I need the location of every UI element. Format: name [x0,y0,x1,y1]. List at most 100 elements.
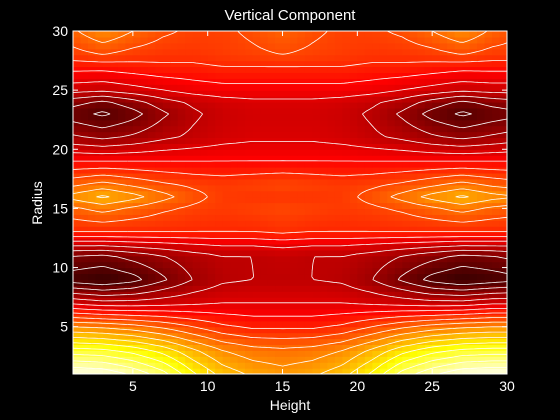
heatmap-cell [282,297,291,304]
heatmap-cell [87,344,97,351]
heatmap-cell [222,143,231,150]
heatmap-cell [207,297,216,304]
contour-line [73,188,507,367]
heatmap-cell [304,232,314,239]
heatmap-cell [132,279,141,286]
heatmap-cell [132,261,141,269]
heatmap-cell [282,208,291,215]
heatmap-cell [237,149,246,156]
heatmap-cell [342,208,351,215]
heatmap-cell [499,356,507,363]
heatmap-cell [439,308,448,316]
heatmap-cell [155,66,164,73]
heatmap-cell [319,267,329,275]
heatmap-cell [110,232,119,239]
heatmap-cell [102,320,112,328]
heatmap-cell [477,220,486,227]
heatmap-cell [252,297,261,304]
heatmap-cell [439,232,448,239]
heatmap-cell [327,261,336,269]
heatmap-cell [372,167,381,174]
heatmap-cell [290,113,299,121]
heatmap-cell [364,220,373,227]
heatmap-cell [230,125,239,133]
heatmap-cell [290,285,299,292]
heatmap-cell [432,261,441,269]
heatmap-cell [387,107,396,115]
heatmap-cell [447,291,456,298]
heatmap-cell [454,113,463,121]
heatmap-cell [394,72,403,79]
heatmap-cell [312,66,321,73]
heatmap-cell [327,66,336,73]
heatmap-cell [80,350,89,357]
heatmap-cell [95,54,104,62]
heatmap-cell [132,155,141,162]
heatmap-cell [312,178,321,186]
heatmap-cell [73,297,82,304]
heatmap-cell [252,255,261,263]
heatmap-cell [282,255,291,263]
heatmap-cell [252,237,261,245]
heatmap-cell [394,149,403,156]
heatmap-cell [147,291,156,298]
heatmap-cell [73,184,82,192]
heatmap-cell [80,54,89,62]
heatmap-cell [387,338,396,346]
heatmap-cell [290,90,299,97]
heatmap-cell [110,107,119,115]
heatmap-cell [357,314,366,322]
heatmap-cell [327,143,336,150]
heatmap-cell [439,237,448,245]
heatmap-cell [185,184,194,192]
heatmap-cell [132,303,141,310]
heatmap-cell [73,107,82,115]
heatmap-cell [140,161,149,168]
heatmap-cell [207,243,216,251]
heatmap-cell [245,255,254,263]
heatmap-cell [87,36,97,44]
heatmap-cell [177,184,186,192]
heatmap-cell [462,167,471,174]
heatmap-cell [432,172,441,180]
heatmap-cell [319,314,329,322]
heatmap-cell [282,161,291,168]
heatmap-cell [267,42,276,50]
heatmap-cell [402,167,411,174]
heatmap-cell [110,261,119,269]
heatmap-cell [342,273,351,280]
heatmap-cell [73,303,82,310]
heatmap-cell [222,237,231,245]
heatmap-cell [342,54,351,62]
heatmap-cell [282,190,291,198]
heatmap-cell [185,303,194,310]
heatmap-cell [245,232,254,239]
heatmap-cell [312,255,321,263]
heatmap-cell [327,243,336,251]
heatmap-cell [237,338,246,346]
heatmap-cell [447,255,456,263]
heatmap-cell [327,125,336,133]
heatmap-cell [447,31,456,38]
heatmap-cell [357,31,366,38]
heatmap-cell [387,149,396,156]
heatmap-cell [87,255,97,263]
heatmap-cell [394,143,403,150]
heatmap-cell [372,297,381,304]
heatmap-cell [132,178,141,186]
heatmap-cell [304,249,314,257]
heatmap-cell [207,350,216,357]
heatmap-cell [432,54,441,62]
heatmap-cell [402,101,411,109]
heatmap-cell [192,167,201,174]
heatmap-cell [132,320,141,328]
heatmap-cell [417,119,426,127]
heatmap-cell [177,308,186,316]
heatmap-cell [252,66,261,73]
heatmap-cell [73,332,82,340]
heatmap-cell [237,60,246,68]
heatmap-cell [162,303,171,310]
heatmap-cell [95,220,104,227]
heatmap-cell [477,243,486,251]
heatmap-cell [162,273,171,280]
